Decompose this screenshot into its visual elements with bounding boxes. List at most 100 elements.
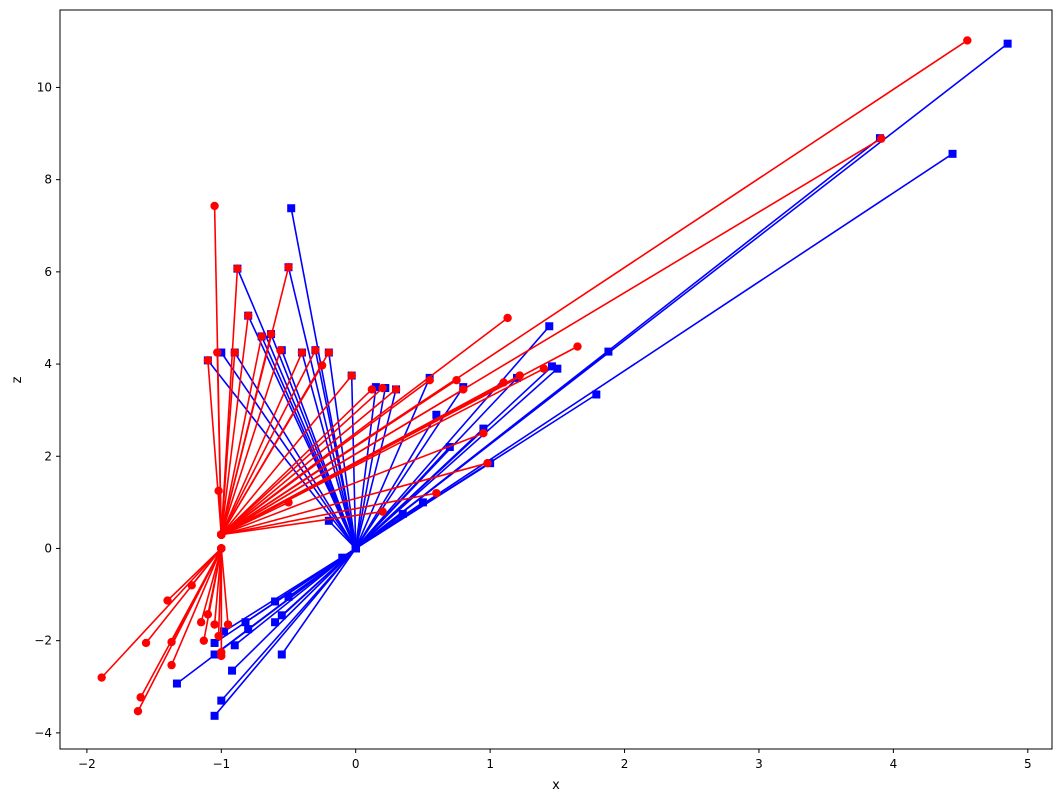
data-point xyxy=(483,458,492,468)
series-line xyxy=(220,388,373,536)
data-point xyxy=(233,264,242,273)
data-point xyxy=(210,620,219,629)
series-line xyxy=(220,352,303,535)
data-point xyxy=(539,364,549,373)
series-line xyxy=(355,350,609,550)
data-point xyxy=(503,313,512,323)
y-tick-label: 6 xyxy=(44,265,52,279)
data-point xyxy=(553,364,562,373)
data-point xyxy=(217,530,226,539)
data-point xyxy=(378,383,387,393)
series-line xyxy=(220,352,236,535)
data-point xyxy=(266,329,276,339)
data-point xyxy=(515,371,524,380)
series-line xyxy=(220,379,431,536)
y-tick-label: 0 xyxy=(44,541,52,555)
data-point xyxy=(133,706,143,716)
series-line xyxy=(290,208,357,549)
series-line xyxy=(220,501,289,536)
series-line xyxy=(220,388,397,536)
series-line xyxy=(170,548,223,643)
series-line xyxy=(355,153,953,550)
series-line xyxy=(231,547,357,672)
data-point xyxy=(167,637,176,647)
series-line xyxy=(191,547,222,586)
data-point xyxy=(418,498,427,507)
series-line xyxy=(220,315,249,535)
data-point xyxy=(378,507,387,516)
data-point xyxy=(963,36,972,45)
data-point xyxy=(276,346,285,355)
series-line xyxy=(355,513,404,550)
data-point xyxy=(1003,39,1012,48)
data-point xyxy=(545,322,554,331)
series-line xyxy=(220,364,323,536)
series-line xyxy=(220,379,457,536)
x-tick-label: 1 xyxy=(486,757,494,771)
series-line xyxy=(221,432,484,536)
series-line xyxy=(220,336,263,535)
series-line xyxy=(234,352,357,549)
y-tick-label: −2 xyxy=(34,634,52,648)
data-point xyxy=(324,516,333,525)
data-point xyxy=(452,375,461,385)
series-line xyxy=(101,547,222,679)
data-point xyxy=(172,679,181,688)
y-tick-label: 4 xyxy=(44,357,52,371)
data-point xyxy=(284,592,293,601)
data-point xyxy=(287,204,296,213)
y-tick-label: 8 xyxy=(44,173,52,187)
x-tick-label: 2 xyxy=(621,757,629,771)
data-point xyxy=(425,375,434,385)
data-point xyxy=(479,424,488,433)
series-line xyxy=(207,548,223,615)
series-line xyxy=(213,547,357,717)
series-line xyxy=(355,446,451,550)
data-point xyxy=(573,342,582,351)
data-point xyxy=(187,581,196,590)
data-point xyxy=(196,618,206,627)
series-0 xyxy=(172,39,1012,720)
data-point xyxy=(136,693,145,702)
y-axis-label: z xyxy=(10,376,25,383)
data-point xyxy=(547,362,556,371)
series-line xyxy=(355,414,438,549)
data-point xyxy=(479,429,488,438)
x-tick-label: 4 xyxy=(890,757,898,771)
x-axis-ticks: −2 −1 0 1 2 3 4 5 xyxy=(78,749,1032,771)
series-line xyxy=(220,548,229,625)
x-tick-label: 3 xyxy=(755,757,763,771)
data-point xyxy=(243,311,253,320)
series-line xyxy=(221,492,437,536)
data-point xyxy=(371,383,380,392)
series-line xyxy=(355,428,484,550)
series-line xyxy=(220,387,384,536)
data-point xyxy=(877,134,886,143)
data-point xyxy=(277,650,286,659)
data-point xyxy=(311,346,320,355)
data-point xyxy=(459,385,468,394)
data-point xyxy=(217,544,226,553)
data-point xyxy=(210,711,219,720)
data-point xyxy=(398,509,407,518)
y-tick-label: 2 xyxy=(44,449,52,463)
data-point xyxy=(271,618,280,627)
series-line xyxy=(200,548,223,623)
data-point xyxy=(141,638,151,648)
series-line xyxy=(355,325,550,550)
series-line xyxy=(354,389,397,549)
data-point xyxy=(217,696,226,705)
data-point xyxy=(391,385,401,394)
data-point xyxy=(284,498,293,507)
series-line xyxy=(166,547,222,602)
y-axis-ticks: −4 −2 0 2 4 6 8 10 xyxy=(34,80,60,740)
data-point xyxy=(347,371,356,380)
x-tick-label: −1 xyxy=(212,757,230,771)
data-point xyxy=(948,149,957,158)
series-1 xyxy=(97,36,972,716)
x-tick-label: 0 xyxy=(352,757,360,771)
series-line xyxy=(350,375,357,549)
series-line xyxy=(214,547,357,644)
series-line xyxy=(355,368,558,550)
